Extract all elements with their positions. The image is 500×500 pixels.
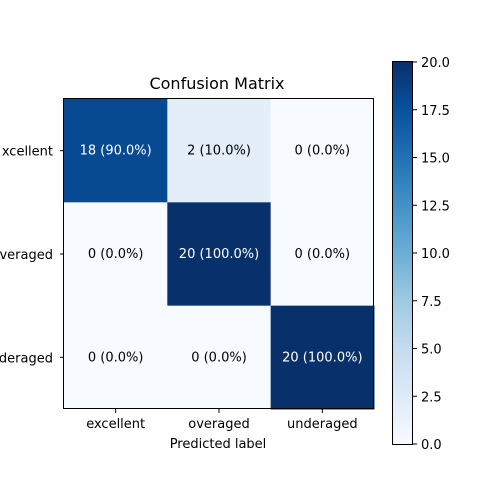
colorbar-ticks: 0.0 2.5 5.0 7.5 10.0 12.5 15.0 17.5 20.0: [413, 56, 450, 453]
cell-value-label: 0 (0.0%): [88, 350, 144, 365]
cell-labels: 18 (90.0%) 2 (10.0%) 0 (0.0%) 0 (0.0%) 20 (1…: [80, 144, 363, 366]
heatmap-cell: [64, 305, 168, 410]
cell-value-label: 20 (100.0%): [282, 350, 362, 365]
colorbar-tick-label: 0.0: [421, 438, 442, 453]
cell-value-label: 0 (0.0%): [88, 247, 144, 262]
colorbar-tick-label: 15.0: [421, 152, 450, 167]
cell-value-label: 0 (0.0%): [295, 247, 351, 262]
heatmap-cell: [64, 99, 168, 203]
colorbar-tick-label: 2.5: [421, 390, 442, 405]
y-tick-label: deraged: [0, 351, 53, 366]
cell-value-label: 20 (100.0%): [179, 247, 259, 262]
colorbar-tick-label: 17.5: [421, 104, 450, 119]
colorbar-tick-label: 20.0: [421, 56, 450, 71]
x-axis-label: Predicted label: [170, 437, 267, 452]
x-tick-label: overaged: [188, 417, 249, 432]
x-tick-label: underaged: [287, 417, 358, 432]
cell-value-label: 0 (0.0%): [191, 350, 247, 365]
heatmap-cells: [64, 99, 375, 410]
cell-value-label: 18 (90.0%): [80, 144, 152, 159]
colorbar-tick-label: 5.0: [421, 343, 442, 358]
y-axis-ticks: xcellent veraged deraged: [0, 145, 64, 366]
heatmap-cell: [167, 202, 272, 307]
chart-title: Confusion Matrix: [149, 74, 284, 93]
x-axis-ticks: excellent overaged underaged: [86, 409, 358, 432]
y-tick-label: veraged: [0, 248, 53, 263]
heatmap-cell: [167, 99, 272, 203]
colorbar-tick-label: 12.5: [421, 199, 450, 214]
y-tick-label: xcellent: [2, 145, 53, 160]
heatmap-cell: [64, 202, 168, 307]
colorbar-tick-label: 7.5: [421, 295, 442, 310]
heatmap-cell: [167, 305, 272, 410]
x-tick-label: excellent: [86, 417, 145, 432]
cell-value-label: 0 (0.0%): [295, 144, 351, 159]
heatmap-cell: [270, 202, 375, 307]
heatmap-cell: [270, 305, 375, 410]
heatmap-cell: [270, 99, 375, 203]
colorbar-tick-label: 10.0: [421, 247, 450, 262]
cell-value-label: 2 (10.0%): [187, 144, 251, 159]
colorbar: [392, 61, 413, 445]
